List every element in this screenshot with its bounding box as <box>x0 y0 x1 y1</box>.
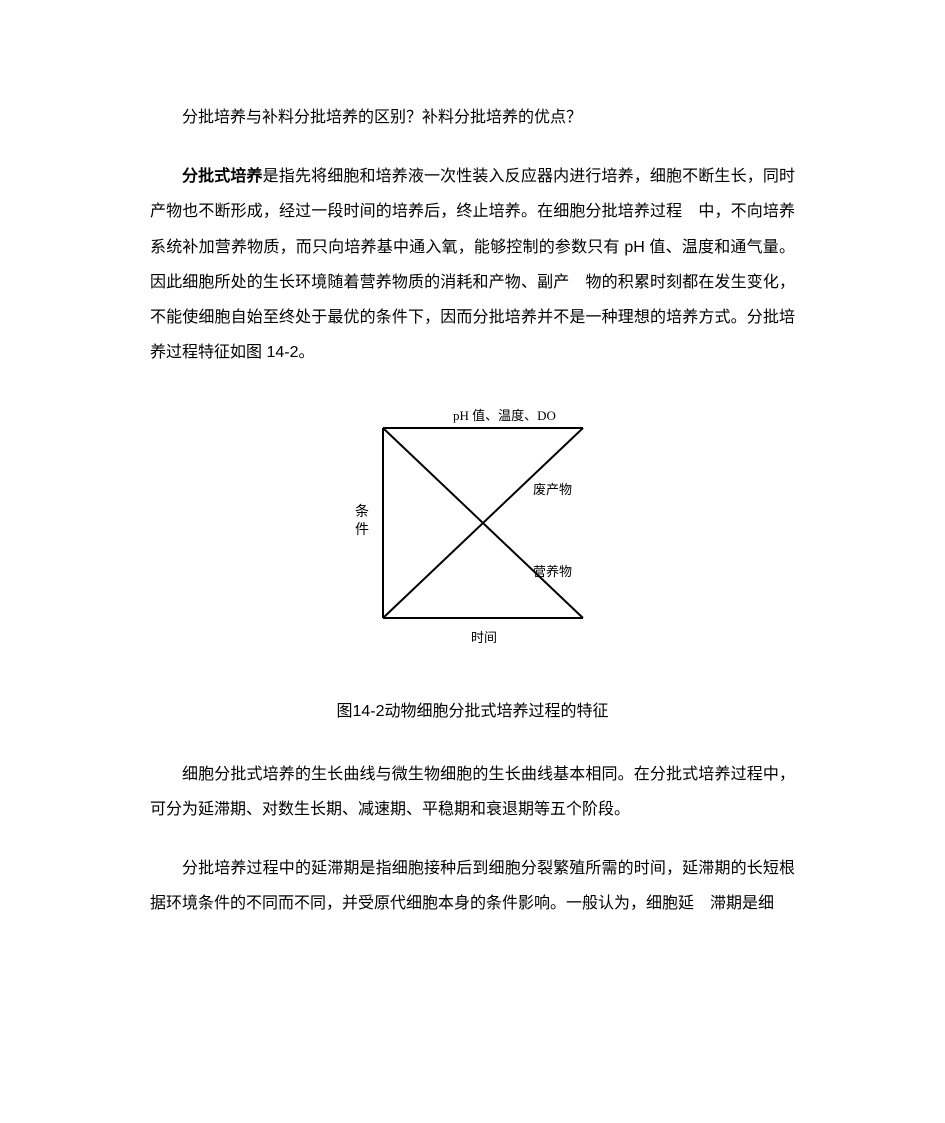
paragraph-1: 分批式培养是指先将细胞和培养液一次性装入反应器内进行培养，细胞不断生长，同时产物… <box>150 159 795 370</box>
y-axis-label-line2: 件 <box>355 522 369 538</box>
y-axis-label-line1: 条 <box>355 503 369 520</box>
para2-text: 细胞分批式培养的生长曲线与微生物细胞的生长曲线基本相同。在分批式培养过程中，可分… <box>150 766 795 818</box>
label-waste: 废产物 <box>533 482 572 497</box>
para1-body: 是指先将细胞和培养液一次性装入反应器内进行培养，细胞不断生长，同时产物也不断形成… <box>150 168 795 361</box>
para3-text: 分批培养过程中的延滞期是指细胞接种后到细胞分裂繁殖所需的时间，延滞期的长短根据环… <box>150 860 795 912</box>
label-nutrient: 营养物 <box>533 564 572 579</box>
question-paragraph: 分批培养与补料分批培养的区别？补料分批培养的优点？ <box>150 100 795 135</box>
label-top: pH 值、温度、DO <box>453 408 556 423</box>
question-text: 分批培养与补料分批培养的区别？补料分批培养的优点？ <box>182 109 582 126</box>
batch-culture-chart: pH 值、温度、DO 废产物 营养物 条 件 时间 <box>323 398 623 668</box>
figure-caption: 图14-2动物细胞分批式培养过程的特征 <box>150 694 795 729</box>
figure-14-2: pH 值、温度、DO 废产物 营养物 条 件 时间 <box>150 398 795 681</box>
caption-text: 图14-2动物细胞分批式培养过程的特征 <box>336 703 608 720</box>
para1-bold-term: 分批式培养 <box>182 168 263 185</box>
chart-container: pH 值、温度、DO 废产物 营养物 条 件 时间 <box>323 398 623 668</box>
document-page: 分批培养与补料分批培养的区别？补料分批培养的优点？ 分批式培养是指先将细胞和培养… <box>0 0 945 1123</box>
paragraph-3: 分批培养过程中的延滞期是指细胞接种后到细胞分裂繁殖所需的时间，延滞期的长短根据环… <box>150 851 795 921</box>
x-axis-label: 时间 <box>471 630 497 645</box>
paragraph-2: 细胞分批式培养的生长曲线与微生物细胞的生长曲线基本相同。在分批式培养过程中，可分… <box>150 757 795 827</box>
